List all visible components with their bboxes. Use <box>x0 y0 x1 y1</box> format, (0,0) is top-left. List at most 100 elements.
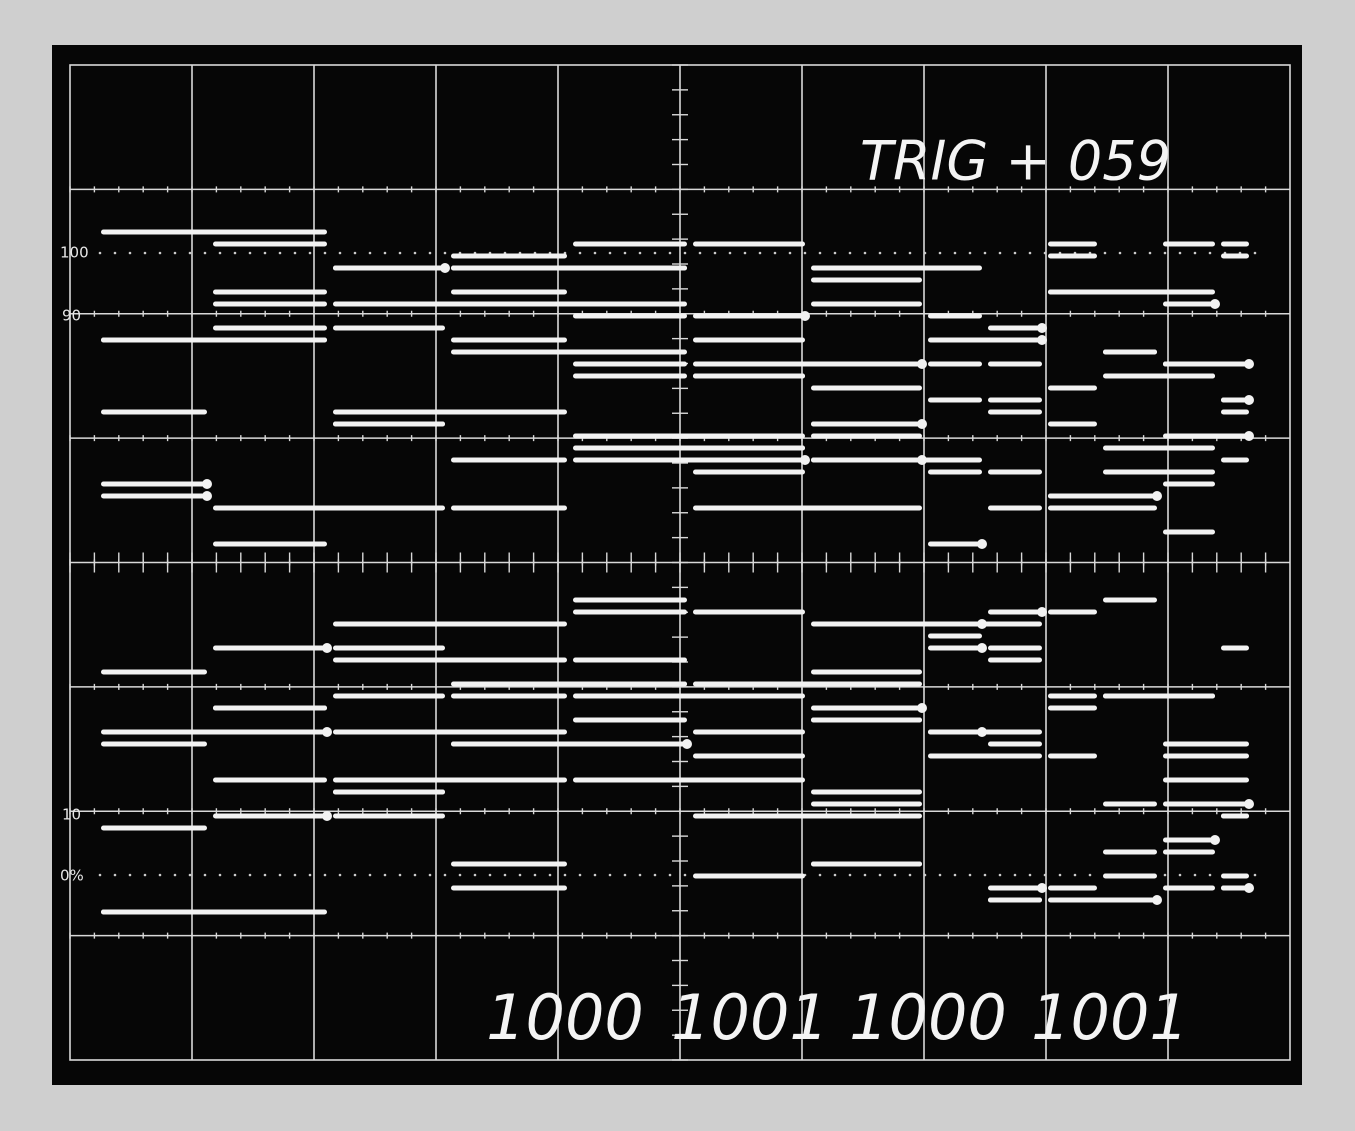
trace-segment <box>988 362 1042 367</box>
dot <box>459 874 462 877</box>
dot <box>129 252 132 255</box>
dot <box>729 252 732 255</box>
trace-segment <box>988 326 1042 331</box>
trace-segment <box>333 622 567 627</box>
trace-segment <box>693 754 805 759</box>
dot <box>279 874 282 877</box>
trace-segment <box>1163 242 1215 247</box>
scale-label: 0% <box>60 867 84 885</box>
trace-segment <box>693 506 922 511</box>
trace-segment <box>213 326 327 331</box>
trace-segment <box>1103 598 1157 603</box>
dot <box>189 874 192 877</box>
trace-segment <box>1048 506 1157 511</box>
trace-segment <box>1048 694 1097 699</box>
trace-segment <box>693 374 805 379</box>
trace-segment <box>928 646 982 651</box>
dot <box>189 252 192 255</box>
trace-dot <box>1037 883 1047 893</box>
trace-segment <box>333 410 567 415</box>
trace-segment <box>1163 482 1215 487</box>
trace-segment <box>988 610 1042 615</box>
dot <box>399 252 402 255</box>
dot <box>909 252 912 255</box>
dot <box>834 252 837 255</box>
trace-segment <box>811 266 982 271</box>
trace-segment <box>573 718 687 723</box>
dot <box>294 874 297 877</box>
trace-segment <box>451 458 567 463</box>
dot <box>669 252 672 255</box>
trace-segment <box>1163 694 1215 699</box>
trace-segment <box>101 494 207 499</box>
trace-dot <box>977 539 987 549</box>
dot <box>684 252 687 255</box>
dot <box>204 874 207 877</box>
trace-segment <box>1103 802 1157 807</box>
trace-segment <box>573 598 687 603</box>
trace-segment <box>1163 754 1249 759</box>
trace-dot <box>202 479 212 489</box>
trigger-label: TRIG + 059 <box>860 130 1171 193</box>
trace-segment <box>693 814 922 819</box>
dot <box>954 252 957 255</box>
trace-segment <box>333 730 567 735</box>
trace-segment <box>1163 802 1249 807</box>
dot <box>984 252 987 255</box>
dot <box>759 252 762 255</box>
dot <box>114 252 117 255</box>
bit-label: 1000 <box>486 981 644 1054</box>
trace-segment <box>1103 290 1215 295</box>
trace-segment <box>101 482 207 487</box>
trace-segment <box>1221 242 1249 247</box>
trace-segment <box>451 254 567 259</box>
trace-segment <box>693 362 922 367</box>
trace-segment <box>573 610 687 615</box>
trace-segment <box>693 314 805 319</box>
dot <box>534 874 537 877</box>
dot <box>519 874 522 877</box>
trace-segment <box>1048 494 1097 499</box>
trace-segment <box>573 682 687 687</box>
dot <box>1104 252 1107 255</box>
trace-segment <box>1048 386 1097 391</box>
trace-segment <box>1221 254 1249 259</box>
bit-label: 1000 <box>849 981 1007 1054</box>
dot <box>894 252 897 255</box>
trace-segment <box>101 338 327 343</box>
trace-segment <box>988 506 1042 511</box>
dot <box>804 252 807 255</box>
trace-segment <box>1048 610 1097 615</box>
trace-segment <box>1048 422 1097 427</box>
trace-segment <box>573 694 805 699</box>
dot <box>909 874 912 877</box>
dot <box>579 252 582 255</box>
trace-dot <box>1210 299 1220 309</box>
trace-segment <box>988 398 1042 403</box>
dot <box>864 874 867 877</box>
dot <box>1179 874 1182 877</box>
trace-segment <box>1103 850 1157 855</box>
trace-segment <box>928 634 982 639</box>
dot <box>114 874 117 877</box>
trace-segment <box>1163 374 1215 379</box>
trace-segment <box>928 470 982 475</box>
trace-segment <box>1163 850 1215 855</box>
dot <box>159 252 162 255</box>
trace-segment <box>811 458 982 463</box>
dot <box>429 874 432 877</box>
dot <box>849 874 852 877</box>
dot <box>384 252 387 255</box>
dot <box>429 252 432 255</box>
trace-segment <box>333 814 445 819</box>
trace-segment <box>988 646 1042 651</box>
trace-segment <box>811 706 922 711</box>
trace-segment <box>101 826 207 831</box>
dot <box>234 252 237 255</box>
trace-segment <box>451 338 567 343</box>
dot <box>414 874 417 877</box>
trace-segment <box>988 658 1042 663</box>
dot <box>384 874 387 877</box>
trace-segment <box>1048 290 1097 295</box>
dot <box>444 874 447 877</box>
